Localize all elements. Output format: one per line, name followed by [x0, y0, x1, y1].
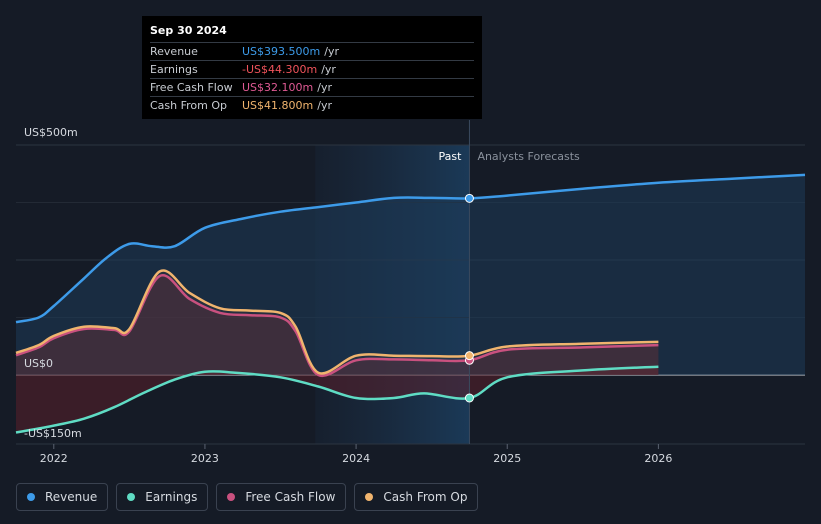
tooltip-unit: /yr	[317, 99, 332, 112]
line-revenue	[15, 173, 806, 324]
legend-item-free-cash-flow[interactable]: Free Cash Flow	[216, 483, 347, 511]
legend-dot-icon	[227, 493, 236, 501]
area-revenue	[16, 174, 805, 375]
tooltip-unit: /yr	[321, 63, 336, 76]
tooltip-row-revenue: Revenue US$393.500m /yr	[150, 42, 474, 60]
tooltip-label: Earnings	[150, 63, 198, 76]
tooltip-label: Revenue	[150, 45, 198, 58]
highlight-markers	[464, 193, 474, 403]
legend-label: Earnings	[145, 490, 198, 504]
marker-earnings	[464, 393, 474, 403]
tooltip-row-free-cash-flow: Free Cash Flow US$32.100m /yr	[150, 78, 474, 96]
legend-label: Cash From Op	[383, 490, 468, 504]
past-label: Past	[439, 150, 463, 163]
tooltip-row-cash-from-op: Cash From Op US$41.800m /yr	[150, 96, 474, 114]
tooltip-unit: /yr	[324, 45, 339, 58]
x-axis-ticks: 2022 2023 2024 2025 2026	[40, 444, 672, 465]
legend-label: Free Cash Flow	[245, 490, 336, 504]
x-tick-label: 2024	[342, 452, 370, 465]
legend-dot-icon	[27, 493, 35, 501]
x-tick-label: 2023	[191, 452, 219, 465]
tooltip-value: -US$44.300m	[242, 63, 318, 76]
tooltip-label: Cash From Op	[150, 99, 228, 112]
tooltip-row-earnings: Earnings -US$44.300m /yr	[150, 60, 474, 78]
area-free-cash-flow	[16, 275, 659, 376]
line-earnings	[15, 365, 659, 434]
marker-cash-from-op	[464, 351, 474, 361]
legend-item-revenue[interactable]: Revenue	[16, 483, 109, 511]
x-tick-label: 2022	[40, 452, 68, 465]
tooltip-date: Sep 30 2024	[150, 24, 227, 37]
tooltip-unit: /yr	[317, 81, 332, 94]
x-tick-label: 2026	[644, 452, 672, 465]
x-tick-label: 2025	[493, 452, 521, 465]
legend-dot-icon	[365, 493, 374, 501]
tooltip-value: US$32.100m	[242, 81, 314, 94]
marker-revenue	[464, 193, 474, 203]
legend-item-earnings[interactable]: Earnings	[116, 483, 209, 511]
legend-label: Revenue	[45, 490, 98, 504]
legend: Revenue Earnings Free Cash Flow Cash Fro…	[16, 483, 479, 511]
tooltip-value: US$393.500m	[242, 45, 321, 58]
tooltip: Sep 30 2024 Revenue US$393.500m /yr Earn…	[142, 16, 482, 119]
y-axis-bottom-label: -US$150m	[24, 427, 82, 440]
y-axis-zero-label: US$0	[24, 357, 53, 370]
tooltip-label: Free Cash Flow	[150, 81, 233, 94]
legend-item-cash-from-op[interactable]: Cash From Op	[354, 483, 479, 511]
area-earnings	[16, 366, 659, 433]
y-axis-top-label: US$500m	[24, 126, 78, 139]
tooltip-value: US$41.800m	[242, 99, 314, 112]
legend-dot-icon	[127, 493, 136, 501]
forecast-label: Analysts Forecasts	[477, 150, 580, 163]
